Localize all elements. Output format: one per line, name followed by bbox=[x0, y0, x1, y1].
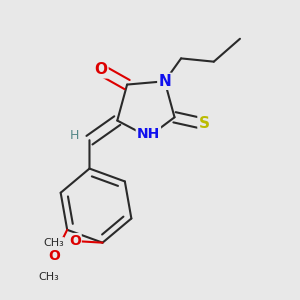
Text: NH: NH bbox=[137, 127, 160, 141]
Text: N: N bbox=[158, 74, 171, 89]
Text: O: O bbox=[69, 234, 81, 248]
Text: H: H bbox=[70, 129, 80, 142]
Text: O: O bbox=[48, 249, 60, 263]
Text: CH₃: CH₃ bbox=[43, 238, 64, 248]
Text: CH₃: CH₃ bbox=[39, 272, 60, 282]
Text: O: O bbox=[94, 62, 107, 77]
Text: S: S bbox=[199, 116, 209, 131]
